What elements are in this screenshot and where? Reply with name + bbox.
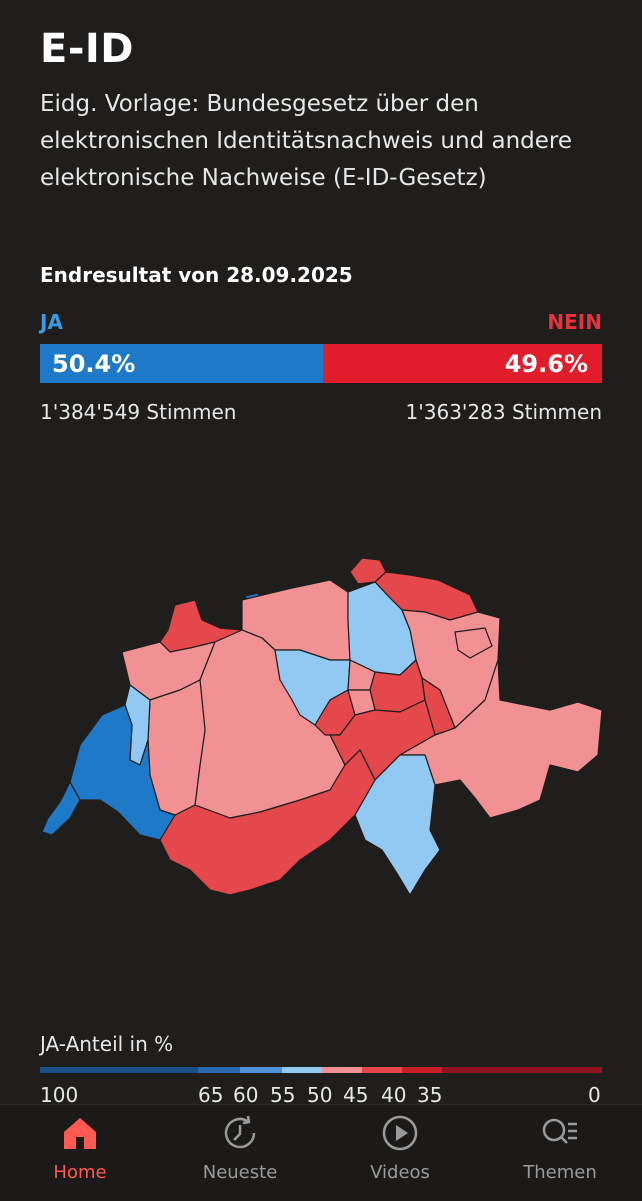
legend-tick: 60 [233,1083,259,1107]
switzerland-canton-map[interactable] [30,550,620,930]
nav-home[interactable]: Home [0,1105,160,1201]
legend-tick: 50 [307,1083,333,1107]
legend-tick: 0 [588,1083,601,1107]
ja-label: JA [40,310,63,334]
play-icon [382,1115,418,1151]
legend-title: JA-Anteil in % [40,1032,174,1056]
nein-label: NEIN [547,310,602,334]
result-bar: 50.4% 49.6% [40,344,602,383]
legend-tick: 45 [343,1083,369,1107]
canton-appenzell[interactable] [454,627,493,659]
bottom-navigation: Home Neueste Videos Themen [0,1104,642,1201]
canton-geneva[interactable] [41,781,81,836]
canton-vaud[interactable] [69,704,176,841]
canton-wallis[interactable] [159,749,376,896]
legend-tick: 55 [270,1083,296,1107]
home-icon [64,1118,96,1149]
nein-share-bar: 49.6% [323,344,602,383]
result-date: Endresultat von 28.09.2025 [40,263,353,287]
clock-icon [224,1115,256,1149]
legend-tick: 35 [417,1083,443,1107]
ja-votes: 1'384'549 Stimmen [40,400,237,424]
nein-votes: 1'363'283 Stimmen [405,400,602,424]
legend-tick: 40 [381,1083,407,1107]
ja-percent: 50.4% [52,350,136,378]
nav-neueste-label: Neueste [202,1162,278,1183]
legend-color-scale [40,1067,602,1073]
canton-ticino[interactable] [354,754,441,896]
canton-graubuenden[interactable] [399,659,603,819]
legend-tick-labels: 100 65 60 55 50 45 40 35 0 [0,1083,642,1109]
nav-videos-label: Videos [370,1162,430,1183]
canton-fribourg[interactable] [147,679,206,816]
nav-videos[interactable]: Videos [320,1105,480,1201]
nav-neueste[interactable]: Neueste [160,1105,320,1201]
nav-themen-label: Themen [523,1162,597,1183]
legend-tick: 65 [198,1083,224,1107]
nav-home-label: Home [53,1162,107,1183]
ja-share-bar: 50.4% [40,344,324,383]
page-title: E-ID [40,26,135,72]
topics-icon [542,1118,577,1144]
legend-tick: 100 [40,1083,79,1107]
vote-description: Eidg. Vorlage: Bundesgesetz über den ele… [40,91,573,191]
nav-themen[interactable]: Themen [480,1105,640,1201]
nein-percent: 49.6% [504,350,588,378]
